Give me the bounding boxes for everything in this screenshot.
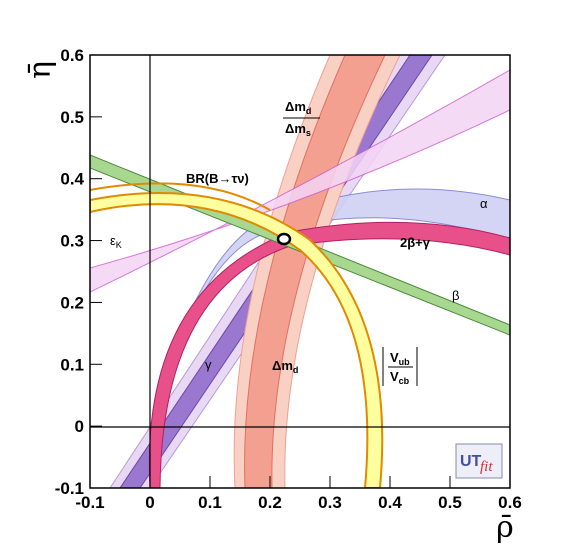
vub-band-outer [90,192,384,488]
2beta-gamma-band [148,221,510,488]
x-axis-title: ρ̄ [496,510,514,544]
svg-text:Vub: Vub [390,350,410,367]
label-2beta-gamma: 2β+γ [400,235,431,250]
label-dmd: Δmd [272,358,298,375]
y-ticks: -0.1 0 0.1 0.2 0.3 0.4 0.5 0.6 [55,46,102,498]
plot-frame [89,54,511,489]
label-gamma: γ [205,357,212,372]
label-epsk: εK [110,233,122,250]
label-beta: β [452,288,459,303]
x-tick-label: 0.6 [498,493,522,512]
x-tick-label: -0.1 [75,493,104,512]
y-tick-label: 0.5 [60,108,84,127]
x-tick-label: 0.3 [318,493,342,512]
x-tick-label: 0.4 [378,493,402,512]
y-tick-label: 0.1 [60,355,84,374]
svg-text:Δmd: Δmd [285,99,311,116]
y-tick-label: 0.3 [60,232,84,251]
dmd-band [244,55,386,488]
label-dmd-dms: Δmd Δms [283,99,320,138]
svg-text:UT: UT [460,453,482,470]
x-tick-label: 0.1 [198,493,222,512]
x-tick-label: 0 [145,493,154,512]
y-tick-label: 0 [75,417,84,436]
label-br-tau-nu: BR(B→τν) [186,171,249,186]
x-tick-label: 0.2 [258,493,282,512]
y-tick-label: -0.1 [55,479,84,498]
alpha-band [90,69,510,293]
x-ticks: -0.1 0 0.1 0.2 0.3 0.4 0.5 0.6 [75,476,522,512]
svg-text:fit: fit [480,459,493,475]
y-tick-label: 0.2 [60,293,84,312]
x-tick-label: 0.5 [438,493,462,512]
svg-text:Δms: Δms [285,121,311,138]
best-fit-point [276,232,292,246]
label-vub-vcb: Vub Vcb [382,347,418,386]
y-tick-label: 0.6 [60,46,84,65]
svg-text:Vcb: Vcb [390,369,410,386]
label-alpha: α [480,196,488,211]
y-tick-label: 0.4 [60,170,84,189]
y-axis-title: η̄ [23,61,58,79]
utfit-logo: UT fit [455,443,503,479]
br-band [90,182,271,211]
gamma-band [149,188,510,428]
